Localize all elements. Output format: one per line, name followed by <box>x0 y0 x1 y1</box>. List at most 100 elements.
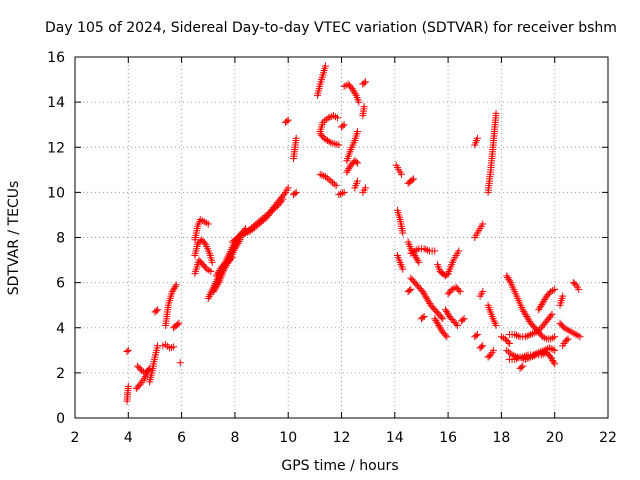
data-point <box>319 118 327 126</box>
data-point <box>233 241 241 249</box>
data-point <box>547 345 555 353</box>
data-series-segment <box>393 252 407 273</box>
data-point <box>513 331 521 339</box>
data-point <box>252 222 260 230</box>
data-series-segment <box>404 175 417 187</box>
x-tick-label: 2 <box>71 430 80 446</box>
data-point <box>213 270 221 278</box>
data-point <box>283 117 291 125</box>
y-tick-labels: 0 2 4 6 8 10 12 14 16 <box>47 50 65 427</box>
data-point <box>322 115 330 123</box>
data-point <box>124 346 132 354</box>
data-point <box>231 245 239 253</box>
data-point <box>256 219 264 227</box>
data-point <box>236 234 244 241</box>
data-point <box>337 190 345 198</box>
y-tick-label: 12 <box>47 140 65 156</box>
data-point <box>511 331 519 339</box>
data-point <box>268 206 276 214</box>
data-point <box>219 261 227 269</box>
y-tick-label: 0 <box>56 411 65 427</box>
data-series-segment <box>228 184 292 246</box>
data-point <box>414 257 422 265</box>
data-points <box>123 62 584 405</box>
data-point <box>528 330 536 338</box>
data-point <box>320 172 328 180</box>
data-point <box>335 141 343 149</box>
x-tick-label: 16 <box>439 430 457 446</box>
data-point <box>420 245 428 253</box>
data-point <box>316 170 324 178</box>
data-point <box>563 336 571 344</box>
data-point <box>327 177 335 185</box>
data-point <box>240 230 248 238</box>
data-series-segment <box>210 236 244 296</box>
data-point <box>399 265 407 273</box>
data-point <box>517 363 525 371</box>
data-point <box>322 173 330 181</box>
data-point <box>505 340 513 348</box>
data-point <box>212 284 220 292</box>
data-point <box>334 114 342 122</box>
data-series-segment <box>516 362 527 372</box>
data-series-segment <box>290 134 300 163</box>
data-series-segment <box>471 134 481 149</box>
y-tick-label: 4 <box>56 321 65 337</box>
data-point <box>503 346 511 354</box>
data-point <box>324 114 332 122</box>
grid-lines <box>75 57 608 418</box>
data-point <box>360 79 368 87</box>
data-point <box>355 98 363 106</box>
x-axis-label: GPS time / hours <box>281 458 398 474</box>
data-series-segment <box>471 220 487 241</box>
data-point <box>527 331 535 339</box>
data-point <box>171 283 179 291</box>
data-point <box>473 331 481 339</box>
data-series-segment <box>471 331 481 341</box>
data-point <box>528 352 536 360</box>
data-point <box>547 312 555 320</box>
data-point <box>576 333 584 341</box>
data-series-segment <box>191 236 216 266</box>
data-point <box>272 203 280 211</box>
data-point <box>361 184 369 192</box>
data-point <box>455 247 463 255</box>
data-point <box>422 246 430 254</box>
data-point <box>415 258 423 266</box>
data-point <box>479 342 487 350</box>
data-series-segment <box>569 279 583 293</box>
data-point <box>523 332 531 340</box>
data-series-segment <box>484 109 500 196</box>
data-point <box>514 332 522 340</box>
data-point <box>489 346 497 354</box>
y-tick-label: 8 <box>56 231 65 247</box>
data-point <box>292 188 300 196</box>
data-series-segment <box>556 319 584 341</box>
data-point <box>212 272 220 280</box>
data-point <box>527 353 535 361</box>
data-series-segment <box>404 285 415 296</box>
data-series-segment <box>282 116 292 126</box>
data-point <box>338 189 346 197</box>
data-series-segment <box>146 342 162 386</box>
x-tick-label: 6 <box>177 430 186 446</box>
data-point <box>214 280 222 288</box>
data-point <box>473 134 481 142</box>
data-series-segment <box>484 301 500 329</box>
data-point <box>215 266 223 274</box>
data-point <box>575 285 583 293</box>
data-series-segment <box>359 184 369 196</box>
data-series-segment <box>444 247 463 278</box>
data-series-segment <box>338 121 348 131</box>
y-tick-label: 14 <box>47 95 65 111</box>
data-point <box>291 190 299 198</box>
data-point <box>420 312 428 320</box>
data-point <box>443 333 451 341</box>
data-point <box>408 176 416 184</box>
data-point <box>258 218 266 226</box>
data-series-segment <box>484 346 497 361</box>
data-series-segment <box>162 281 180 329</box>
data-point <box>213 282 221 290</box>
data-point <box>284 184 292 192</box>
